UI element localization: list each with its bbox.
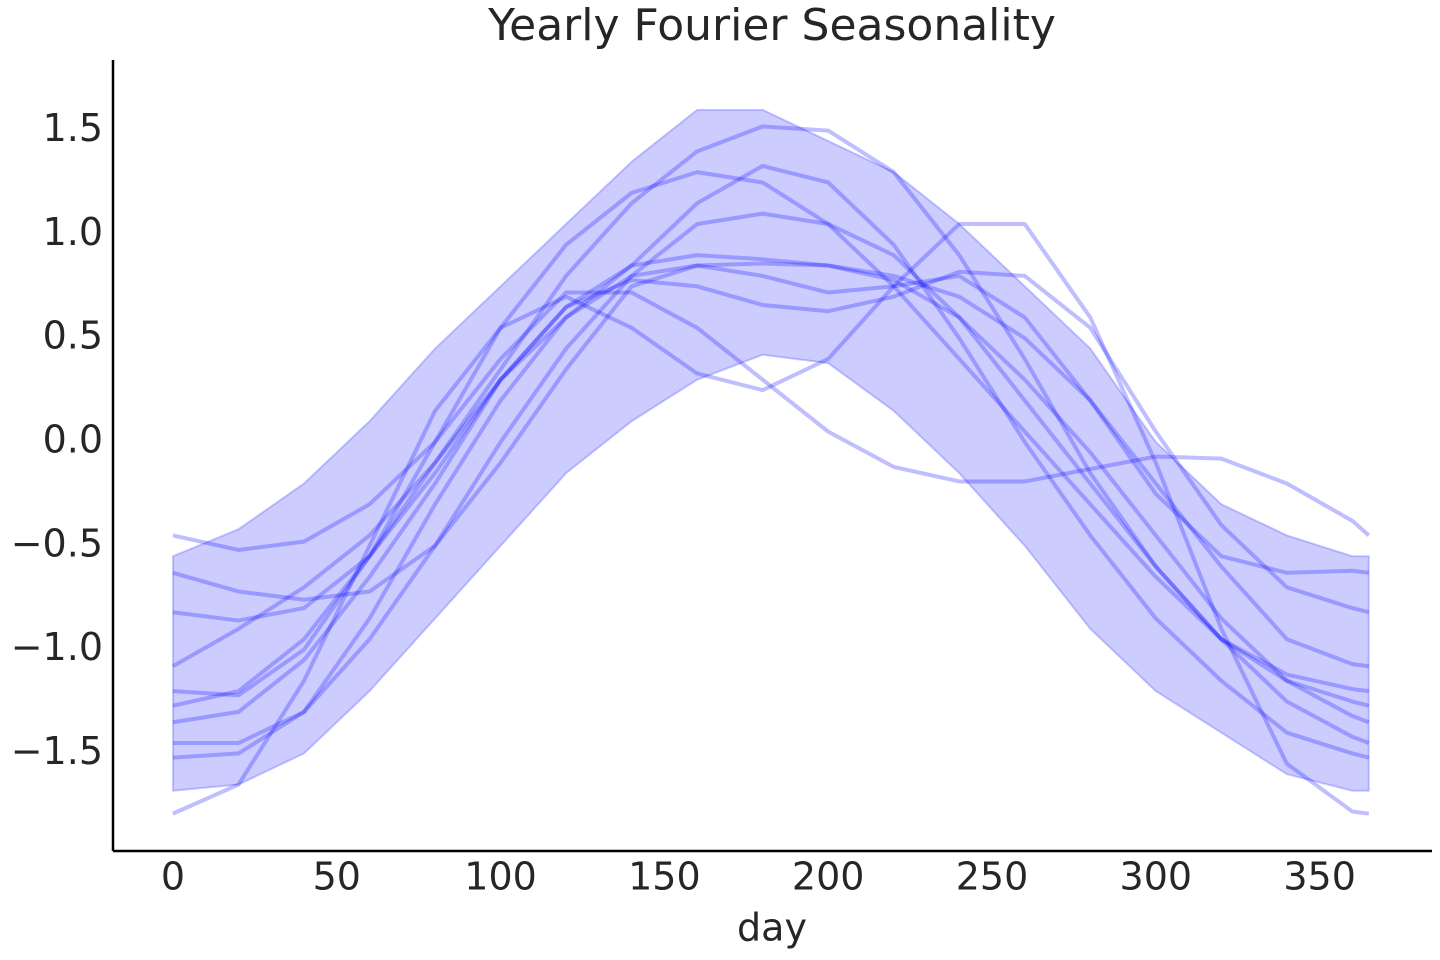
band xyxy=(171,108,1370,792)
series-line xyxy=(172,211,1370,746)
y-tick-label: 1.0 xyxy=(43,210,103,254)
series-line xyxy=(172,269,1370,623)
y-tick-label: 0.5 xyxy=(43,314,103,358)
series-line xyxy=(171,261,1370,669)
series-line xyxy=(172,124,1370,708)
series-line xyxy=(172,163,1370,760)
x-tick-label: 50 xyxy=(313,855,361,899)
y-tick-label: −0.5 xyxy=(11,521,103,565)
x-axis-label: day xyxy=(737,906,807,950)
y-tick-label: 0.0 xyxy=(43,418,103,462)
x-tick-label: 350 xyxy=(1283,855,1356,899)
series-line xyxy=(172,222,1370,816)
x-tick-label: 200 xyxy=(792,855,865,899)
series-line xyxy=(172,263,1370,602)
y-tick-label: −1.0 xyxy=(11,625,103,669)
y-tick-label: −1.5 xyxy=(11,729,103,773)
x-tick-label: 300 xyxy=(1120,855,1193,899)
series-line xyxy=(172,170,1370,698)
y-tick-label: 1.5 xyxy=(43,106,103,150)
x-tick-label: 0 xyxy=(161,855,185,899)
x-tick-label: 250 xyxy=(956,855,1029,899)
chart-title: Yearly Fourier Seasonality xyxy=(487,0,1056,51)
series-line xyxy=(172,253,1370,725)
x-tick-label: 100 xyxy=(464,855,537,899)
series-line xyxy=(172,290,1371,552)
x-tick-label: 150 xyxy=(628,855,701,899)
